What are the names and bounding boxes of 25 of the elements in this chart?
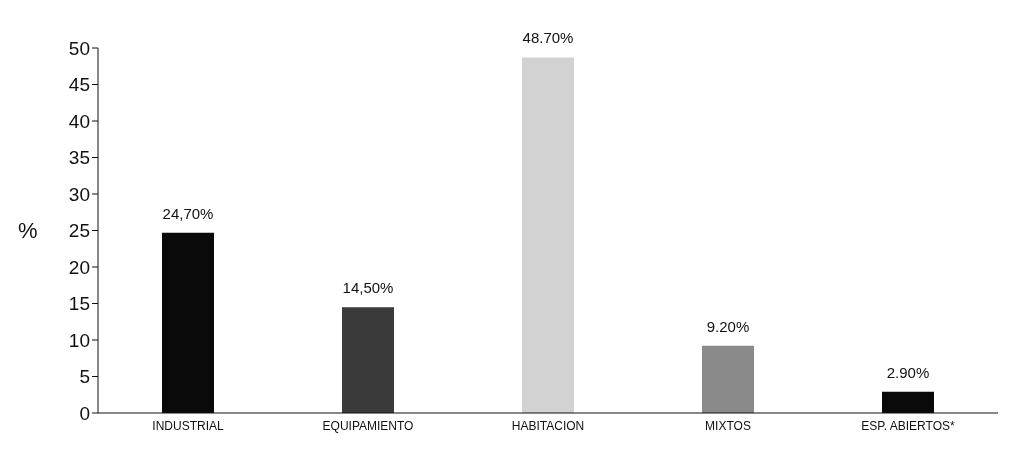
y-tick-label: 15 [68, 293, 90, 315]
data-label: 24,70% [162, 204, 214, 222]
x-tick-label: HABITACION [511, 418, 585, 433]
y-tick-label: 20 [68, 256, 90, 278]
y-tick-label: 25 [68, 220, 90, 242]
y-axis-title: % [18, 218, 38, 244]
bar [342, 307, 394, 413]
y-tick-label: 0 [79, 402, 90, 424]
data-label: 14,50% [342, 279, 394, 297]
y-tick-label: 5 [79, 366, 90, 388]
x-tick-label: INDUSTRIAL [152, 418, 224, 433]
y-tick-label: 10 [68, 329, 90, 351]
y-tick-label: 40 [68, 110, 90, 132]
data-label: 48.70% [522, 29, 574, 47]
bar [522, 57, 574, 413]
x-tick-label: ESP. ABIERTOS* [861, 418, 956, 433]
y-tick-label: 50 [68, 37, 90, 59]
y-tick-label: 45 [68, 74, 90, 96]
bar [702, 345, 754, 413]
data-label: 2.90% [886, 363, 930, 381]
y-tick-label: 35 [68, 147, 90, 169]
x-tick-label: EQUIPAMIENTO [322, 418, 414, 433]
x-tick-label: MIXTOS [705, 418, 751, 433]
data-label: 9.20% [706, 317, 750, 335]
y-tick-label: 30 [68, 183, 90, 205]
